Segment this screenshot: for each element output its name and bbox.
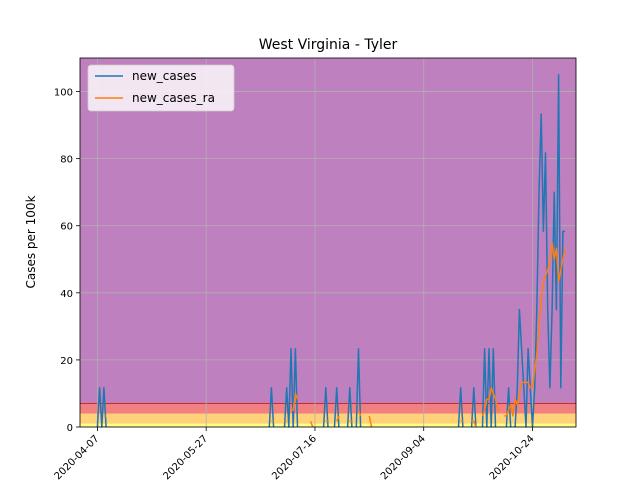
y-tick-label-1: 20 bbox=[60, 356, 73, 367]
risk-band-2 bbox=[80, 403, 576, 414]
series-new_cases_ra-segment-16 bbox=[368, 415, 373, 428]
series-new_cases-segment-14 bbox=[470, 387, 477, 428]
x-tick-label-0: 2020-04-07 bbox=[53, 433, 102, 480]
series-new_cases_ra-segment-20 bbox=[504, 241, 566, 417]
series-new_cases-segment-15 bbox=[481, 348, 497, 428]
y-tick-label-2: 40 bbox=[60, 289, 73, 300]
y-axis: 0 20 40 60 80 100 bbox=[54, 88, 80, 434]
legend-label-new_cases_ra: new_cases_ra bbox=[132, 91, 215, 105]
y-tick-label-0: 0 bbox=[67, 423, 73, 434]
series-new_cases_ra-segment-14 bbox=[357, 409, 362, 417]
series-new_cases-segment-8 bbox=[322, 387, 329, 428]
x-axis: 2020-04-07 2020-05-27 2020-07-16 2020-09-04… bbox=[53, 427, 537, 480]
series-new_cases_ra-segment-18 bbox=[471, 420, 477, 428]
x-tick-label-4: 2020-10-24 bbox=[488, 433, 537, 480]
series-new_cases-segment-5 bbox=[283, 348, 299, 428]
y-tick-label-4: 80 bbox=[60, 155, 73, 166]
series-new_cases_ra-segment-19 bbox=[481, 387, 500, 417]
series-new_cases_ra-segment-9 bbox=[309, 421, 314, 428]
legend: new_cases new_cases_ra bbox=[87, 64, 235, 112]
plot-frame bbox=[79, 57, 577, 428]
series-new_cases-segment-9 bbox=[333, 387, 340, 428]
series-new_cases-segment-17 bbox=[514, 74, 566, 428]
series-new_cases-segment-11 bbox=[355, 348, 362, 428]
chart-title: West Virginia - Tyler bbox=[259, 37, 398, 53]
series-new_cases-segment-10 bbox=[346, 387, 353, 428]
series-new_cases_ra-segment-6 bbox=[291, 392, 299, 411]
x-tick-label-2: 2020-07-16 bbox=[270, 433, 319, 480]
risk-band-3 bbox=[80, 58, 576, 404]
risk-bands bbox=[80, 58, 576, 427]
series-new_cases-segment-4 bbox=[268, 387, 275, 428]
x-tick-label-1: 2020-05-27 bbox=[161, 433, 210, 480]
legend-label-new_cases: new_cases bbox=[132, 69, 197, 83]
y-tick-label-5: 100 bbox=[54, 88, 73, 99]
x-tick-label-3: 2020-09-04 bbox=[379, 433, 428, 480]
legend-box bbox=[87, 64, 235, 112]
y-tick-label-3: 60 bbox=[60, 222, 73, 233]
series-lines bbox=[96, 74, 566, 428]
series-new_cases-segment-13 bbox=[457, 387, 464, 428]
y-axis-label: Cases per 100k bbox=[24, 195, 38, 288]
series-new_cases_ra-segment-11 bbox=[336, 415, 340, 422]
